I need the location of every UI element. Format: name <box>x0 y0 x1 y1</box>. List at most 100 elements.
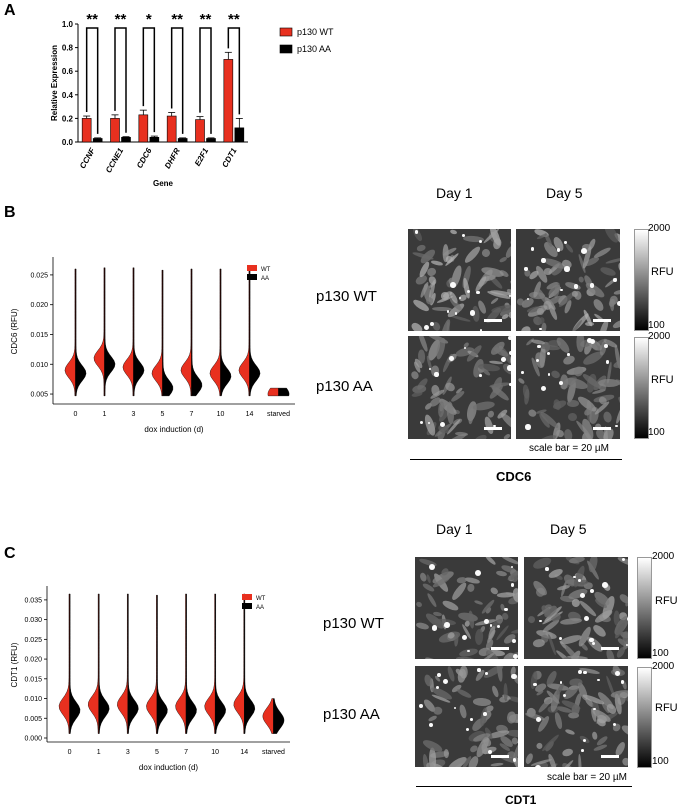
row-label-aa: p130 AA <box>316 378 373 395</box>
cell <box>424 656 436 659</box>
violin-aa <box>214 593 226 734</box>
bright-nucleus <box>501 357 506 362</box>
micrograph-title-c: CDT1 <box>505 793 537 807</box>
bright-nucleus <box>450 282 456 288</box>
cell <box>503 683 508 701</box>
cell <box>454 633 460 647</box>
bar-wt <box>166 115 177 143</box>
bar-wt <box>81 118 92 143</box>
violin-aa <box>98 593 110 734</box>
bright-nucleus <box>434 372 439 377</box>
bright-nucleus <box>511 673 517 680</box>
cell <box>449 229 458 236</box>
cell <box>459 666 468 679</box>
cell <box>458 703 468 719</box>
bright-nucleus <box>521 371 525 374</box>
x-tick-label: 10 <box>217 411 225 418</box>
scale-bar <box>484 427 502 430</box>
bright-nucleus <box>556 248 561 252</box>
panel-letter-b: B <box>4 204 16 221</box>
legend-label: AA <box>261 276 269 282</box>
cell <box>455 687 473 700</box>
colorbar-rfu: RFU <box>651 266 674 278</box>
bar-aa <box>92 138 103 143</box>
bright-nucleus <box>587 338 593 343</box>
cell <box>602 229 620 246</box>
cell <box>542 300 552 310</box>
bar-aa <box>121 136 131 143</box>
legend-swatch <box>247 274 257 280</box>
label-day5-c: Day 5 <box>550 521 587 537</box>
legend-swatch <box>247 265 257 271</box>
cell <box>537 433 558 439</box>
y-tick-label: 0.020 <box>24 657 42 664</box>
violin-wt <box>146 594 158 734</box>
x-tick-label: CDC6 <box>135 146 154 170</box>
cell <box>430 259 444 266</box>
bright-nucleus <box>524 267 528 271</box>
violin-chart-cdt1: 0.000 0.005 0.010 0.015 0.020 0.025 0.030 0.035… <box>10 586 290 772</box>
significance-stars: ** <box>115 11 127 28</box>
cell <box>409 320 425 331</box>
cell <box>508 310 511 320</box>
bright-nucleus <box>483 712 487 716</box>
significance-stars: * <box>146 11 152 28</box>
cell <box>561 747 575 758</box>
x-tick-label: 14 <box>240 749 248 756</box>
y-tick-label: 0.000 <box>24 736 42 743</box>
bright-nucleus <box>530 247 534 251</box>
bright-nucleus <box>444 622 450 628</box>
x-tick-label: 1 <box>103 411 107 418</box>
violin-wt <box>233 593 245 734</box>
bright-nucleus <box>616 301 620 307</box>
violin-wt <box>209 268 221 397</box>
bright-nucleus <box>620 680 625 684</box>
cell <box>599 265 618 278</box>
bright-nucleus <box>593 707 596 711</box>
y-tick-label: 0.010 <box>30 362 48 369</box>
violin-wt <box>64 268 76 397</box>
significance-bracket <box>199 27 212 134</box>
label-day5: Day 5 <box>546 185 583 201</box>
bright-nucleus <box>484 672 488 676</box>
significance-stars: ** <box>228 11 240 28</box>
violin-wt <box>267 387 279 397</box>
micrograph-wt-day1-c <box>415 557 518 659</box>
significance-bracket <box>114 27 127 133</box>
cell <box>474 629 484 646</box>
panel-letter-c: C <box>4 545 16 562</box>
bright-nucleus <box>583 739 587 743</box>
micrograph-aa-day1 <box>408 336 511 439</box>
significance-stars: ** <box>171 11 183 28</box>
bright-nucleus <box>477 668 481 672</box>
bright-nucleus <box>440 422 446 428</box>
row-label-wt: p130 WT <box>316 288 377 305</box>
cell <box>611 318 620 330</box>
bright-nucleus <box>559 637 563 641</box>
violin-wt <box>117 593 129 734</box>
bright-nucleus <box>512 653 518 659</box>
cell <box>620 723 628 739</box>
colorbar-max: 2000 <box>648 223 671 234</box>
bright-nucleus <box>615 671 621 677</box>
bright-nucleus <box>427 421 430 424</box>
x-tick-label: 14 <box>246 411 254 418</box>
colorbar-aa <box>634 337 649 439</box>
cell <box>415 600 423 608</box>
violin-wt <box>262 698 274 734</box>
bright-nucleus <box>428 367 431 371</box>
bright-nucleus <box>511 565 514 568</box>
bright-nucleus <box>466 289 470 294</box>
bright-nucleus <box>437 672 442 678</box>
cell <box>473 599 484 607</box>
y-tick-label: 0.4 <box>62 91 74 100</box>
violin-aa <box>220 268 232 397</box>
bright-nucleus <box>507 336 511 340</box>
bright-nucleus <box>525 424 531 430</box>
label-day1-c: Day 1 <box>436 521 473 537</box>
scale-bar <box>593 319 611 322</box>
micrograph-aa-day1-c <box>415 666 518 767</box>
cell <box>544 267 553 275</box>
cell <box>504 433 511 439</box>
violin-aa <box>104 267 116 397</box>
